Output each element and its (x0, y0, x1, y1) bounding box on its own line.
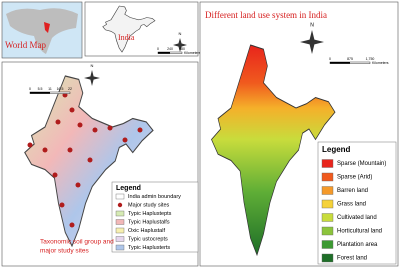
scale-label: 875 (347, 57, 353, 61)
legend-label: Cultivated land (337, 215, 377, 221)
scale-unit: Kilometers (184, 51, 201, 55)
inset-compass: N (173, 31, 187, 52)
legend-swatch (115, 244, 125, 251)
legend-label: Typic Haplustepts (128, 211, 172, 217)
legend-swatch (115, 236, 125, 242)
scale-label: 22 (68, 87, 72, 91)
legend-label: Sparse (Arid) (337, 175, 372, 181)
legend-swatch (321, 226, 334, 236)
legend-swatch (321, 213, 334, 222)
legend-swatch (321, 199, 334, 209)
legend-swatch (321, 253, 334, 263)
scale-label: 5.5 (38, 87, 43, 91)
inset-label: India (118, 33, 135, 42)
legend-label: Sparse (Mountain) (337, 161, 386, 167)
legend-swatch (115, 210, 125, 217)
legend-label: Typic Haplusterts (128, 245, 170, 251)
north-label: N (179, 31, 182, 36)
study-sites (27, 92, 143, 228)
legend-swatch (321, 172, 334, 182)
soil-legend-frame (111, 181, 199, 253)
landuse-title: Different land use system in India (205, 10, 327, 20)
legend-swatch (115, 193, 125, 200)
legend-swatch (321, 186, 334, 195)
world-land (6, 8, 78, 54)
soil-caption: major study sites (40, 248, 90, 255)
legend-label: Barren land (337, 188, 368, 194)
legend-title: Legend (116, 185, 141, 192)
scale-label: 480 (179, 47, 185, 51)
scale-label: 240 (167, 47, 173, 51)
scale-label: 1,750 (366, 57, 375, 61)
scale-label: 0 (157, 47, 159, 51)
legend-label: Typic Haplustalfs (128, 219, 170, 225)
legend-swatch (321, 240, 334, 249)
scale-label: 16.5 (57, 87, 64, 91)
legend-label: Oxic Haplustalf (128, 228, 165, 234)
scale-label: 0 (29, 87, 31, 91)
scale-bar (158, 52, 170, 54)
landuse-compass: N (300, 22, 324, 54)
legend-label: Plantation area (337, 242, 378, 248)
soil-caption: Taxonomic soil group and (40, 239, 114, 246)
legend-label: Major study sites (128, 202, 170, 208)
legend-swatch (321, 159, 334, 168)
soil-compass: N (84, 63, 100, 86)
legend-label: Forest land (337, 256, 367, 262)
legend-symbol (117, 202, 123, 208)
legend-label: Grass land (337, 202, 366, 208)
legend-title: Legend (322, 145, 351, 154)
legend-label: India admin boundary (128, 194, 181, 200)
legend-label: Horticultural land (337, 229, 382, 235)
legend-swatch (115, 227, 125, 234)
scale-unit: Kilometers (372, 61, 389, 65)
scale-label: 11 (48, 87, 52, 91)
scale-bar (330, 62, 350, 64)
legend-label: Typic ustocrepts (128, 236, 168, 242)
north-label: N (310, 22, 314, 28)
north-label: N (91, 63, 94, 68)
scale-bar (30, 92, 50, 94)
world-label: World Map (5, 40, 47, 50)
legend-swatch (115, 219, 125, 225)
india-highlight (44, 22, 50, 33)
scale-label: 0 (329, 57, 331, 61)
